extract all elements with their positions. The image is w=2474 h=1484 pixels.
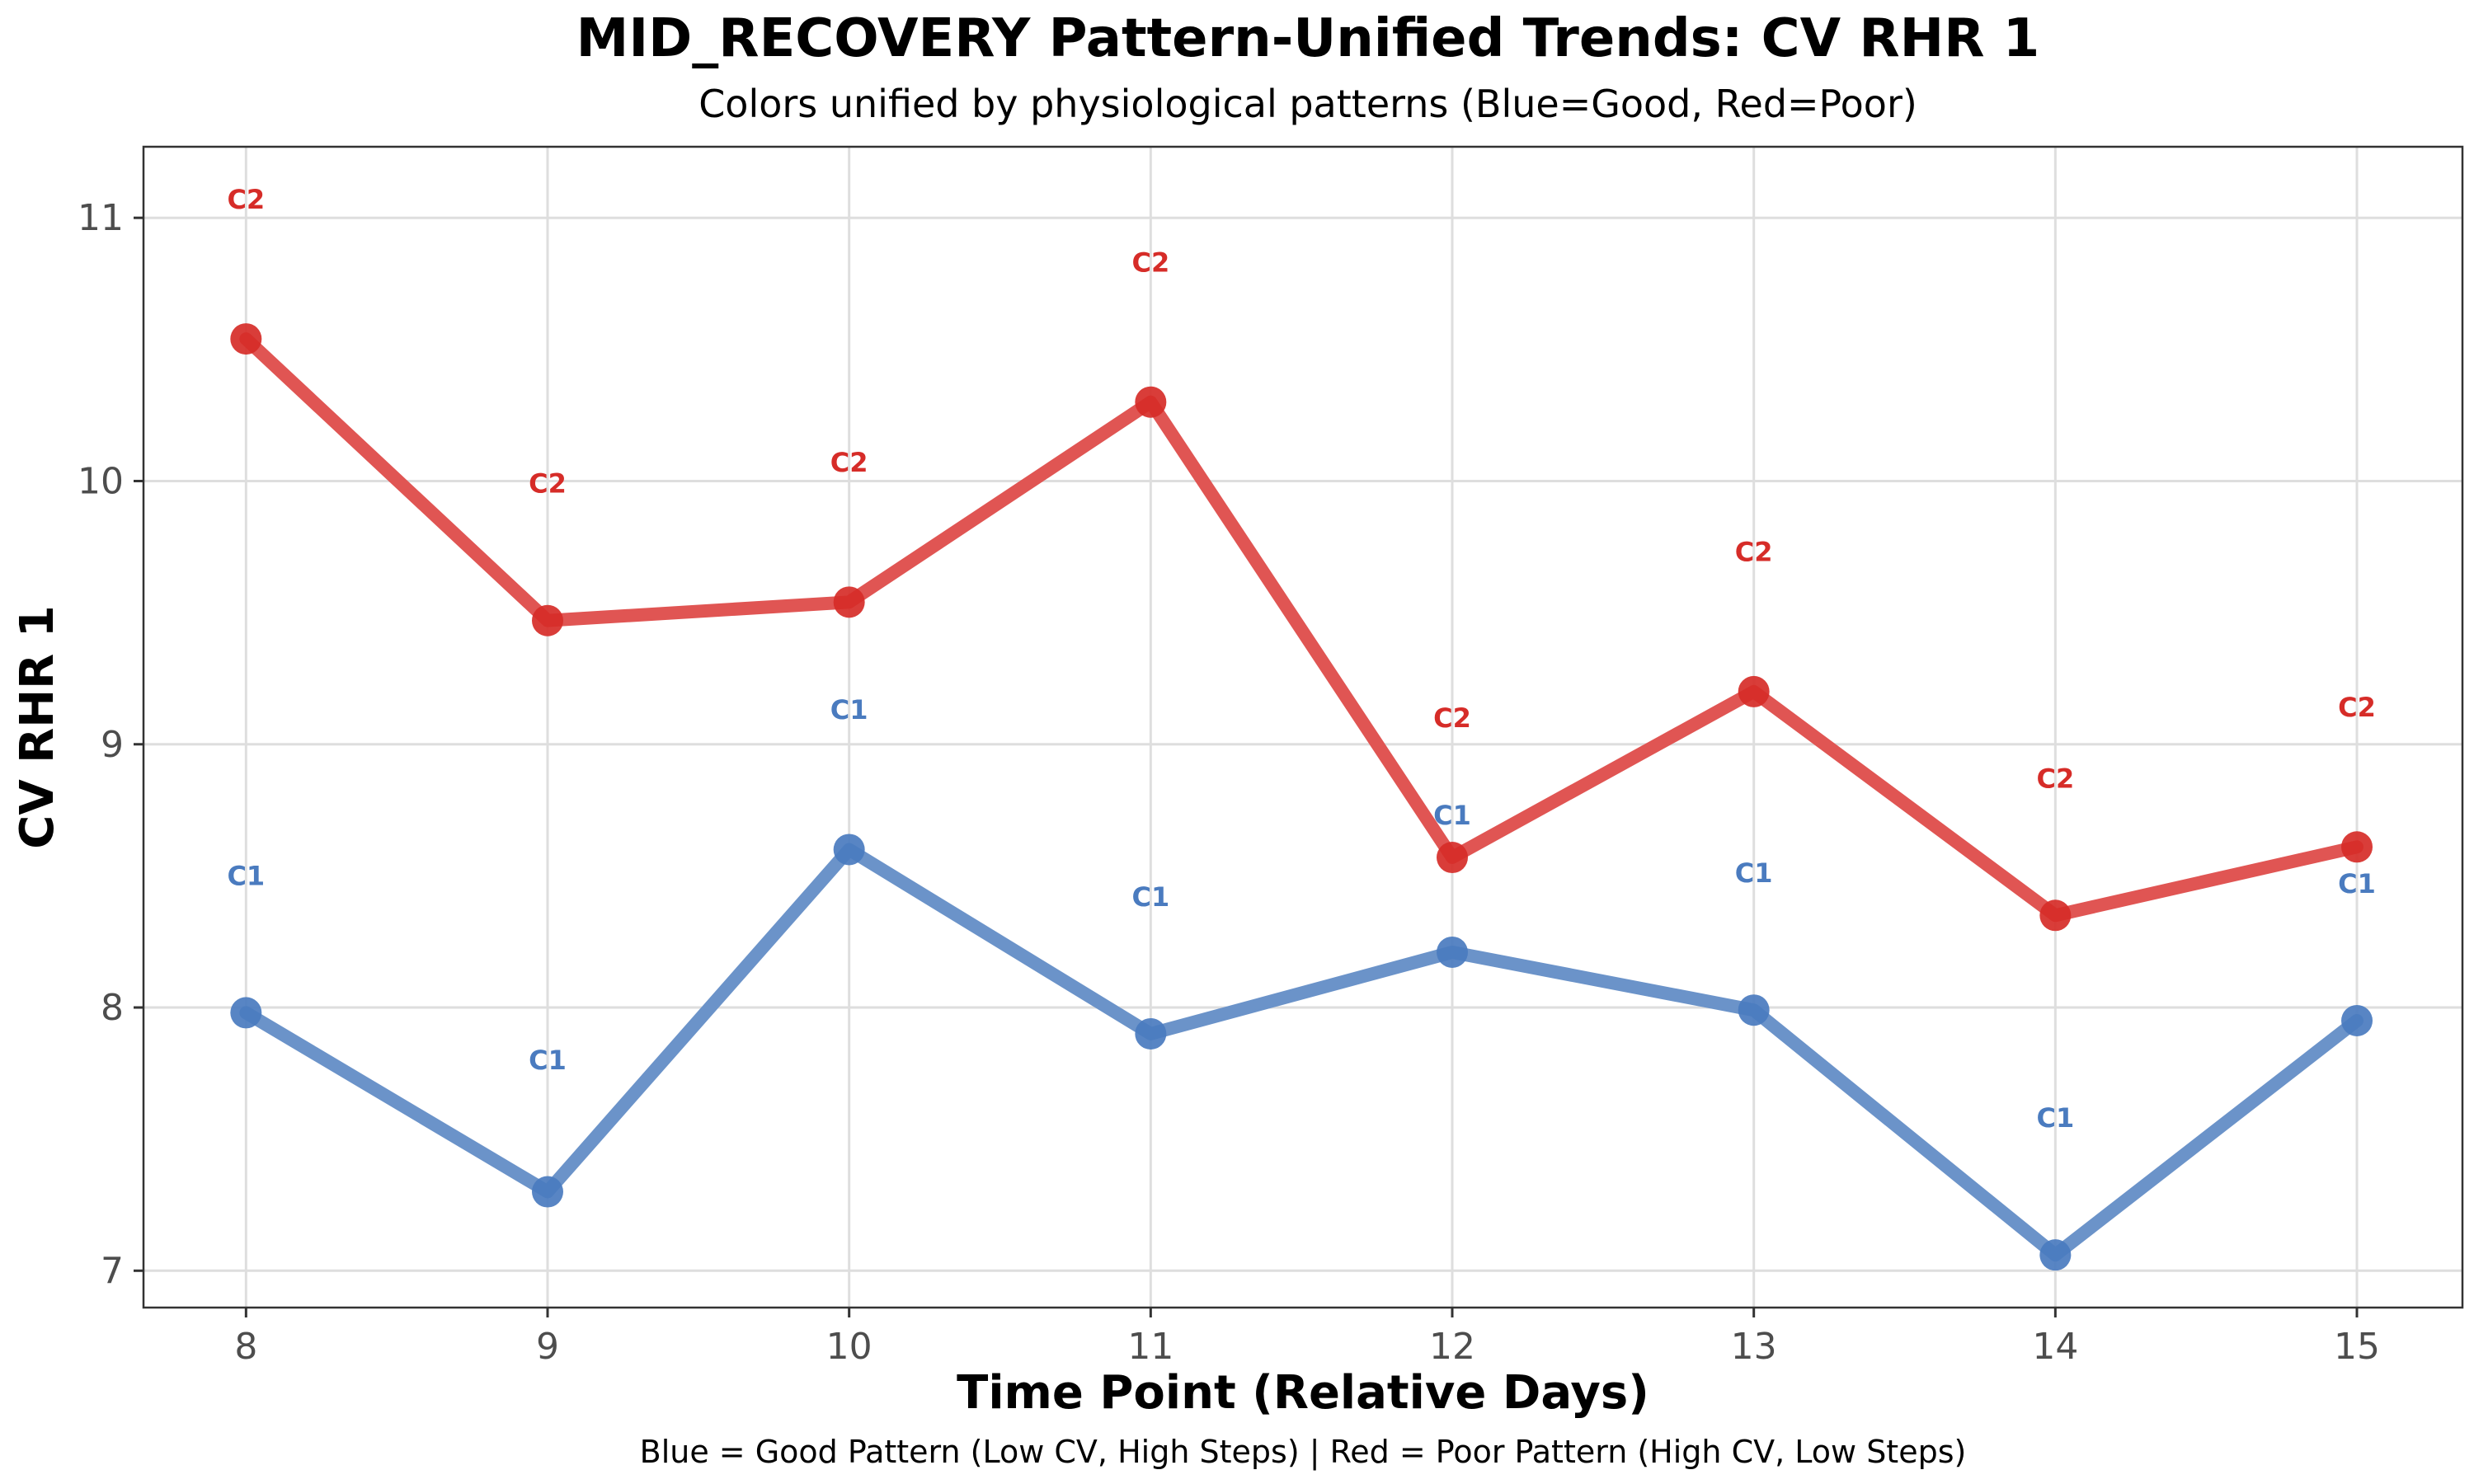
series-line-c2 [239, 332, 2364, 923]
data-point-c2 [2039, 899, 2072, 932]
x-axis-ticks: 8 9 10 11 12 13 14 15 [234, 1308, 2380, 1368]
data-point-c2 [2341, 831, 2373, 863]
y-tick-label: 10 [78, 460, 124, 502]
x-tick-label: 8 [234, 1326, 257, 1368]
point-label-c1: C1 [2338, 868, 2376, 899]
series-line-c1 [239, 843, 2364, 1262]
data-point-c1 [1738, 994, 1770, 1026]
x-tick-label: 9 [536, 1326, 559, 1368]
point-label-c1: C1 [1131, 881, 1169, 913]
x-tick-label: 11 [1127, 1326, 1174, 1368]
data-point-c2 [833, 586, 865, 618]
point-labels: C1 C1 C1 C1 C1 C1 C1 C1 C2 C2 C2 C2 C2 C2 C2 C2 [227, 184, 2375, 1134]
chart-subtitle: Colors unified by physiological patterns… [698, 82, 1917, 126]
data-point-c2 [1738, 675, 1770, 707]
point-label-c2: C2 [529, 468, 567, 500]
data-point-c2 [1437, 842, 1469, 874]
point-label-c1: C1 [1433, 800, 1471, 831]
data-point-c1 [2039, 1239, 2072, 1271]
x-axis-label: Time Point (Relative Days) [957, 1366, 1649, 1420]
x-tick-label: 12 [1429, 1326, 1475, 1368]
y-tick-label: 8 [101, 987, 124, 1029]
y-tick-label: 11 [78, 197, 124, 239]
x-tick-label: 10 [826, 1326, 872, 1368]
point-label-c1: C1 [529, 1045, 567, 1076]
point-label-c2: C2 [2036, 763, 2074, 794]
data-point-c2 [531, 604, 563, 636]
chart-caption: Blue = Good Pattern (Low CV, High Steps)… [640, 1434, 1967, 1471]
data-point-c1 [833, 834, 865, 866]
point-label-c2: C2 [1735, 537, 1773, 568]
y-tick-label: 9 [101, 724, 124, 766]
data-point-c2 [230, 323, 262, 355]
point-label-c2: C2 [1131, 247, 1169, 278]
point-label-c2: C2 [2338, 692, 2376, 723]
data-point-c1 [1437, 936, 1469, 968]
x-tick-label: 15 [2334, 1326, 2380, 1368]
point-label-c1: C1 [2036, 1102, 2074, 1134]
point-label-c1: C1 [227, 860, 265, 891]
y-axis-ticks: 7 8 9 10 11 [78, 197, 143, 1292]
point-label-c2: C2 [1433, 702, 1471, 734]
plot-frame [142, 145, 2464, 1309]
y-tick-label: 7 [101, 1250, 124, 1292]
series [230, 323, 2373, 1271]
data-point-c2 [1135, 386, 1167, 418]
point-label-c2: C2 [830, 447, 868, 478]
data-point-c1 [1135, 1017, 1167, 1050]
data-point-c1 [2341, 1004, 2373, 1036]
chart-title: MID_RECOVERY Pattern-Unified Trends: CV … [576, 8, 2040, 69]
data-point-c1 [531, 1176, 563, 1208]
point-label-c1: C1 [830, 694, 868, 726]
data-point-c1 [230, 997, 262, 1029]
x-tick-label: 13 [1731, 1326, 1777, 1368]
x-tick-label: 14 [2032, 1326, 2078, 1368]
point-label-c1: C1 [1735, 857, 1773, 889]
grid [143, 147, 2462, 1308]
point-label-c2: C2 [227, 184, 265, 215]
y-axis-label: CV RHR 1 [11, 605, 64, 849]
